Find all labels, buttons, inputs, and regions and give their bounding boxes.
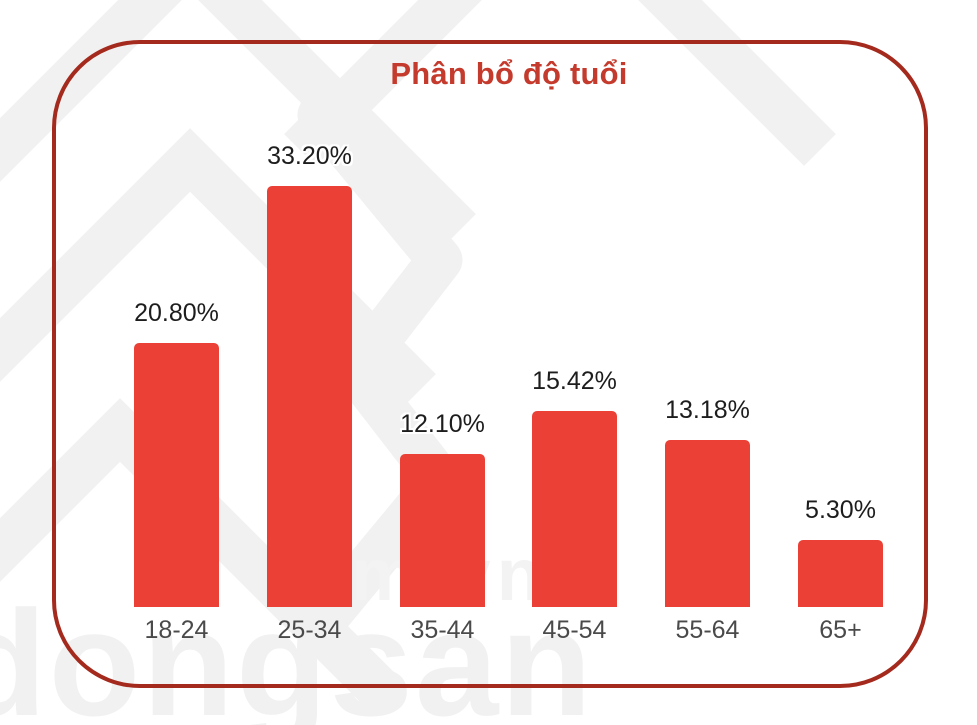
bar xyxy=(267,186,352,607)
x-tick-label: 45-54 xyxy=(542,616,607,644)
bar-value-label: 33.20% xyxy=(267,142,352,170)
x-tick-label: 35-44 xyxy=(410,616,475,644)
bar-value-label: 12.10% xyxy=(400,410,485,438)
bar xyxy=(798,540,883,607)
bar xyxy=(400,454,485,607)
x-tick-label: 25-34 xyxy=(277,616,342,644)
bar-value-label: 20.80% xyxy=(134,299,219,327)
chart-card xyxy=(52,40,928,688)
bar xyxy=(134,343,219,607)
bar-value-label: 15.42% xyxy=(532,367,617,395)
bar xyxy=(665,440,750,607)
bar xyxy=(532,411,617,607)
bar-value-label: 13.18% xyxy=(665,396,750,424)
x-tick-label: 18-24 xyxy=(144,616,209,644)
x-tick-label: 55-64 xyxy=(675,616,740,644)
x-tick-label: 65+ xyxy=(819,616,862,644)
bar-value-label: 5.30% xyxy=(805,496,876,524)
chart-title: Phân bổ độ tuổi xyxy=(390,56,628,91)
